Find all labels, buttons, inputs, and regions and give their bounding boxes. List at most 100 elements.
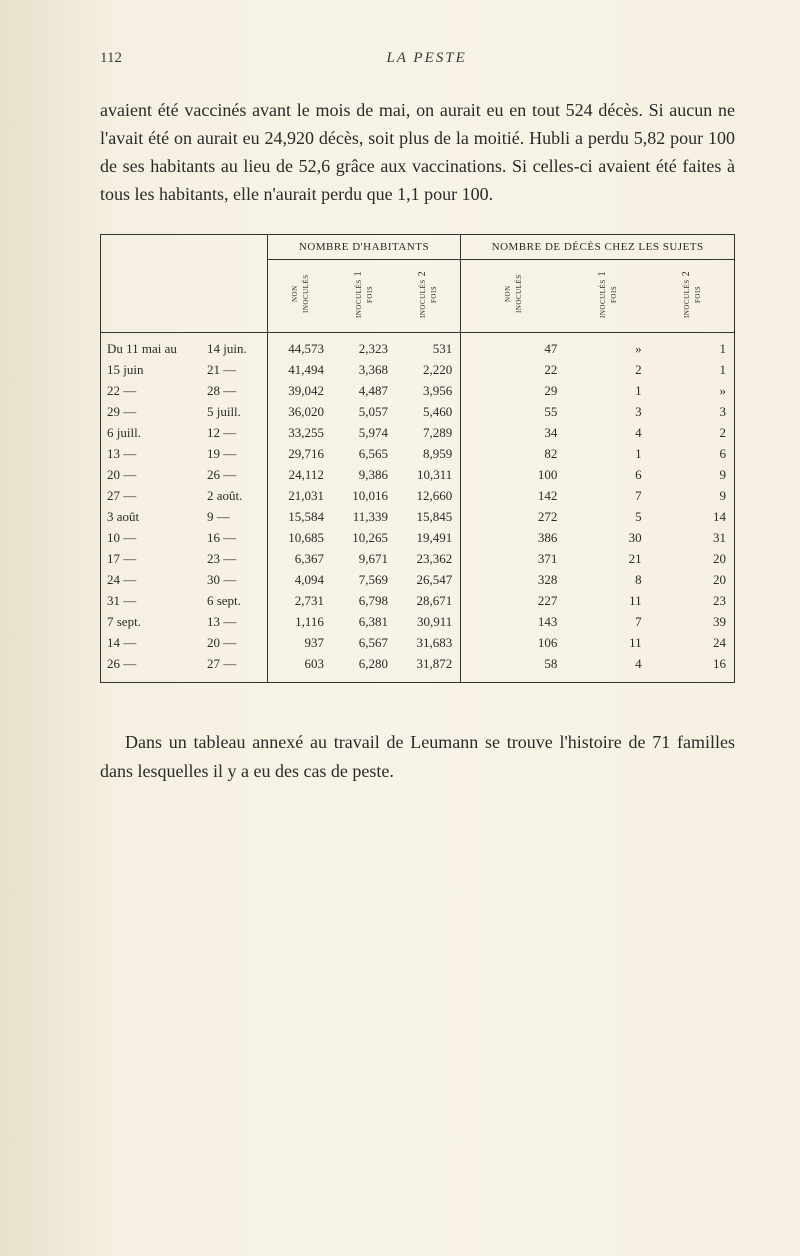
table-cell: 5,974: [332, 422, 396, 443]
table-cell: 22 —: [101, 380, 205, 401]
table-cell: 15 juin: [101, 359, 205, 380]
table-cell: 5: [565, 506, 649, 527]
table-cell: 10,016: [332, 485, 396, 506]
table-cell: 11,339: [332, 506, 396, 527]
table-cell: 13 —: [205, 611, 267, 632]
table-row: 29 —5 juill.36,0205,0575,4605533: [101, 401, 734, 422]
table-row: 14 —20 —9376,56731,6831061124: [101, 632, 734, 653]
table-cell: 4,094: [267, 569, 332, 590]
table-row: 17 —23 —6,3679,67123,3623712120: [101, 548, 734, 569]
table-cell: 1: [650, 359, 734, 380]
table-cell: 28 —: [205, 380, 267, 401]
table-cell: 31,872: [396, 653, 461, 682]
table-cell: 14 juin.: [205, 332, 267, 359]
table-cell: 30,911: [396, 611, 461, 632]
paragraph-2: Dans un tableau annexé au travail de Leu…: [100, 728, 735, 786]
col-h-i2: inoculés 2 fois: [396, 259, 461, 332]
table-row: Du 11 mai au14 juin.44,5732,32353147»1: [101, 332, 734, 359]
table-cell: 29,716: [267, 443, 332, 464]
table-cell: 24 —: [101, 569, 205, 590]
col-d-i1: inoculés 1 fois: [565, 259, 649, 332]
table-cell: 8,959: [396, 443, 461, 464]
table-row: 22 —28 —39,0424,4873,956291»: [101, 380, 734, 401]
table-cell: 16: [650, 653, 734, 682]
table-cell: 371: [461, 548, 566, 569]
table-cell: 19,491: [396, 527, 461, 548]
table-cell: 47: [461, 332, 566, 359]
table-cell: 21: [565, 548, 649, 569]
data-table-container: NOMBRE D'HABITANTS NOMBRE DE DÉCÈS CHEZ …: [100, 234, 735, 683]
table-cell: 9,386: [332, 464, 396, 485]
table-cell: 31,683: [396, 632, 461, 653]
table-cell: 5,057: [332, 401, 396, 422]
table-cell: 2,731: [267, 590, 332, 611]
table-cell: 9,671: [332, 548, 396, 569]
table-cell: 227: [461, 590, 566, 611]
table-row: 27 —2 août.21,03110,01612,66014279: [101, 485, 734, 506]
table-cell: 11: [565, 590, 649, 611]
table-cell: 39: [650, 611, 734, 632]
table-cell: 4,487: [332, 380, 396, 401]
table-cell: 12,660: [396, 485, 461, 506]
table-cell: 3 août: [101, 506, 205, 527]
page-number: 112: [100, 50, 122, 67]
table-cell: 4: [565, 653, 649, 682]
table-cell: 4: [565, 422, 649, 443]
table-cell: 10,265: [332, 527, 396, 548]
table-cell: 27 —: [101, 485, 205, 506]
table-cell: 13 —: [101, 443, 205, 464]
table-cell: 36,020: [267, 401, 332, 422]
table-row: 15 juin21 —41,4943,3682,2202221: [101, 359, 734, 380]
table-cell: 20: [650, 569, 734, 590]
table-cell: 603: [267, 653, 332, 682]
table-cell: 5 juill.: [205, 401, 267, 422]
table-row: 6 juill.12 —33,2555,9747,2893442: [101, 422, 734, 443]
table-cell: 29: [461, 380, 566, 401]
table-row: 24 —30 —4,0947,56926,547328820: [101, 569, 734, 590]
table-cell: 1: [650, 332, 734, 359]
deces-header: NOMBRE DE DÉCÈS CHEZ LES SUJETS: [461, 235, 734, 260]
data-table: NOMBRE D'HABITANTS NOMBRE DE DÉCÈS CHEZ …: [101, 235, 734, 682]
table-row: 20 —26 —24,1129,38610,31110069: [101, 464, 734, 485]
table-cell: 31: [650, 527, 734, 548]
table-cell: 15,845: [396, 506, 461, 527]
table-cell: 272: [461, 506, 566, 527]
table-cell: 39,042: [267, 380, 332, 401]
table-cell: 3,368: [332, 359, 396, 380]
table-cell: 531: [396, 332, 461, 359]
table-row: 13 —19 —29,7166,5658,9598216: [101, 443, 734, 464]
chapter-title: LA PESTE: [386, 50, 466, 67]
table-cell: 2: [650, 422, 734, 443]
table-cell: 10,311: [396, 464, 461, 485]
table-cell: 21,031: [267, 485, 332, 506]
table-cell: 22: [461, 359, 566, 380]
table-cell: 12 —: [205, 422, 267, 443]
table-cell: 8: [565, 569, 649, 590]
table-cell: 7: [565, 485, 649, 506]
paragraph-1: avaient été vaccinés avant le mois de ma…: [100, 97, 735, 209]
col-h-non: non inoculés: [267, 259, 332, 332]
table-cell: 9 —: [205, 506, 267, 527]
table-cell: 34: [461, 422, 566, 443]
table-cell: 2,323: [332, 332, 396, 359]
table-cell: 11: [565, 632, 649, 653]
table-row: 31 —6 sept.2,7316,79828,6712271123: [101, 590, 734, 611]
table-cell: 5,460: [396, 401, 461, 422]
table-cell: 28,671: [396, 590, 461, 611]
table-cell: 328: [461, 569, 566, 590]
table-cell: 31 —: [101, 590, 205, 611]
habitants-header: NOMBRE D'HABITANTS: [267, 235, 461, 260]
table-cell: 2: [565, 359, 649, 380]
table-cell: 17 —: [101, 548, 205, 569]
table-cell: 26 —: [101, 653, 205, 682]
table-cell: 55: [461, 401, 566, 422]
table-cell: 9: [650, 485, 734, 506]
table-cell: 10,685: [267, 527, 332, 548]
table-cell: 15,584: [267, 506, 332, 527]
table-cell: 7,569: [332, 569, 396, 590]
table-cell: 6,798: [332, 590, 396, 611]
table-cell: 29 —: [101, 401, 205, 422]
table-cell: 14 —: [101, 632, 205, 653]
table-cell: 6,280: [332, 653, 396, 682]
table-cell: 386: [461, 527, 566, 548]
